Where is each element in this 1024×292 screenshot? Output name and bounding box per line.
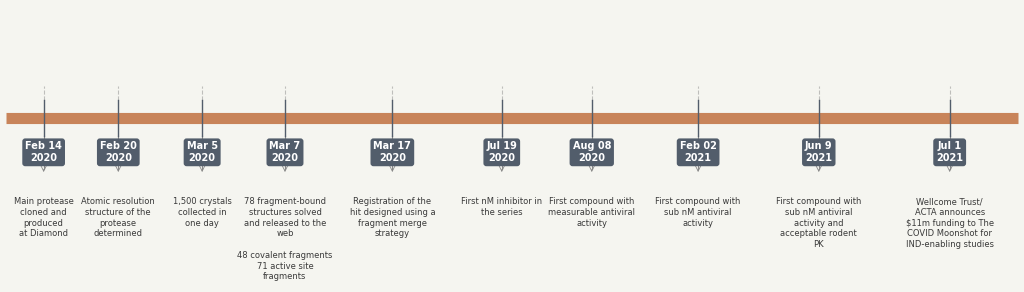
Text: Jun 9
2021: Jun 9 2021 <box>805 141 833 163</box>
Text: Jul 1
2021: Jul 1 2021 <box>936 141 964 163</box>
Text: Mar 17
2020: Mar 17 2020 <box>374 141 412 163</box>
Text: Feb 14
2020: Feb 14 2020 <box>26 141 62 163</box>
Text: Mar 7
2020: Mar 7 2020 <box>269 141 300 163</box>
Text: 1,500 crystals
collected in
one day: 1,500 crystals collected in one day <box>173 197 231 228</box>
Text: First nM inhibitor in
the series: First nM inhibitor in the series <box>461 197 543 217</box>
Text: Feb 02
2021: Feb 02 2021 <box>680 141 717 163</box>
Text: Feb 20
2020: Feb 20 2020 <box>100 141 137 163</box>
Text: First compound with
sub nM antiviral
activity: First compound with sub nM antiviral act… <box>655 197 740 228</box>
Text: Registration of the
hit designed using a
fragment merge
strategy: Registration of the hit designed using a… <box>349 197 435 238</box>
Text: Wellcome Trust/
ACTA announces
$11m funding to The
COVID Moonshot for
IND-enabli: Wellcome Trust/ ACTA announces $11m fund… <box>905 197 993 249</box>
Text: First compound with
sub nM antiviral
activity and
acceptable rodent
PK: First compound with sub nM antiviral act… <box>776 197 861 249</box>
Text: First compound with
measurable antiviral
activity: First compound with measurable antiviral… <box>548 197 635 228</box>
Text: 78 fragment-bound
structures solved
and released to the
web

48 covalent fragmen: 78 fragment-bound structures solved and … <box>238 197 333 281</box>
Text: Main protease
cloned and
produced
at Diamond: Main protease cloned and produced at Dia… <box>13 197 74 238</box>
Text: Aug 08
2020: Aug 08 2020 <box>572 141 611 163</box>
Text: Jul 19
2020: Jul 19 2020 <box>486 141 517 163</box>
Text: Atomic resolution
structure of the
protease
determined: Atomic resolution structure of the prote… <box>82 197 156 238</box>
Text: Mar 5
2020: Mar 5 2020 <box>186 141 218 163</box>
